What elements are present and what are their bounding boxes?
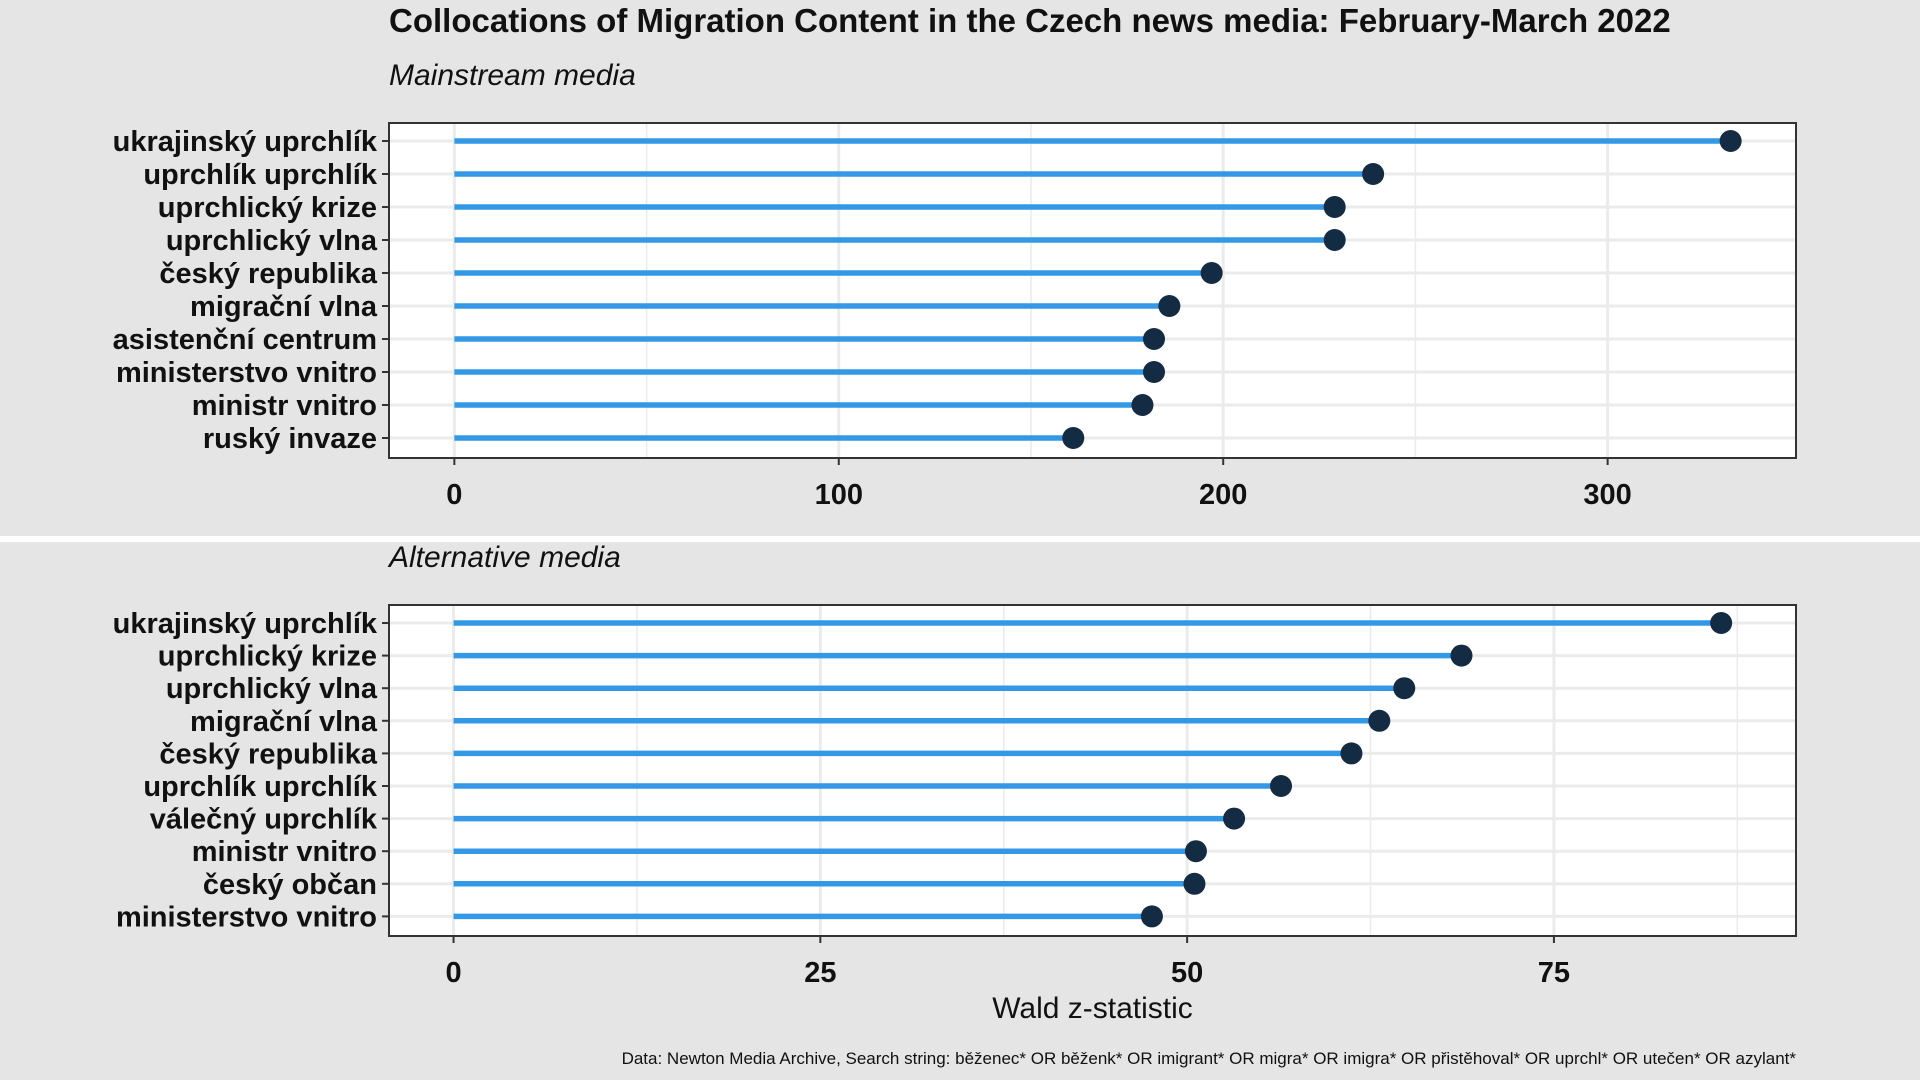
category-label: český občan [203, 869, 377, 901]
category-label: uprchlík uprchlík [143, 771, 378, 803]
category-label: uprchlický vlna [166, 225, 378, 257]
lollipop-point [1323, 196, 1346, 218]
category-label: ukrajinský uprchlík [113, 608, 378, 640]
category-label: ministr vnitro [192, 836, 377, 868]
plot-border [388, 604, 1797, 937]
data-caption: Data: Newton Media Archive, Search strin… [621, 1049, 1796, 1068]
category-label: asistenční centrum [113, 324, 377, 356]
category-label: uprchlický krize [158, 192, 377, 224]
lollipop-point [1362, 163, 1385, 185]
lollipop-point [1710, 612, 1733, 634]
chart-title: Collocations of Migration Content in the… [389, 2, 1671, 39]
category-label: český republika [159, 738, 377, 770]
x-axis-label: Wald z-statistic [992, 992, 1193, 1025]
lollipop-point [1719, 130, 1742, 152]
mainstream-subtitle: Mainstream media [389, 59, 636, 92]
x-tick-label: 50 [1171, 957, 1203, 989]
lollipop-point [1062, 427, 1085, 449]
plot-panel [389, 605, 1796, 936]
x-tick-label: 75 [1538, 957, 1570, 989]
category-label: ukrajinský uprchlík [113, 126, 378, 158]
x-tick-label: 100 [815, 479, 863, 511]
lollipop-point [1143, 328, 1166, 350]
x-tick-label: 0 [446, 479, 462, 511]
category-label: uprchlický vlna [166, 673, 378, 705]
lollipop-point [1200, 262, 1223, 284]
x-tick-label: 300 [1583, 479, 1631, 511]
lollipop-point [1340, 742, 1363, 765]
category-label: uprchlický krize [158, 641, 377, 673]
category-label: migrační vlna [190, 291, 378, 323]
category-label: český republika [159, 258, 377, 290]
category-label: migrační vlna [190, 706, 378, 738]
lollipop-point [1368, 709, 1391, 732]
lollipop-point [1393, 677, 1416, 700]
lollipop-point [1131, 394, 1154, 416]
lollipop-point [1183, 872, 1206, 895]
lollipop-point [1140, 905, 1163, 928]
x-tick-label: 0 [445, 957, 461, 989]
lollipop-point [1323, 229, 1346, 251]
category-label: uprchlík uprchlík [143, 159, 378, 191]
lollipop-point [1184, 840, 1207, 863]
plot-panel [389, 123, 1796, 458]
category-label: ministerstvo vnitro [116, 357, 377, 389]
lollipop-point [1223, 807, 1246, 830]
lollipop-point [1143, 361, 1166, 383]
x-tick-label: 25 [804, 957, 836, 989]
category-label: ministr vnitro [192, 390, 377, 422]
lollipop-point [1158, 295, 1181, 317]
category-label: ministerstvo vnitro [116, 901, 377, 933]
plot-border [388, 122, 1797, 459]
lollipop-point [1450, 644, 1473, 667]
lollipop-point [1270, 775, 1293, 797]
x-tick-label: 200 [1199, 479, 1247, 511]
alternative-subtitle: Alternative media [389, 541, 621, 574]
category-label: ruský invaze [203, 423, 377, 455]
category-label: válečný uprchlík [150, 804, 378, 836]
